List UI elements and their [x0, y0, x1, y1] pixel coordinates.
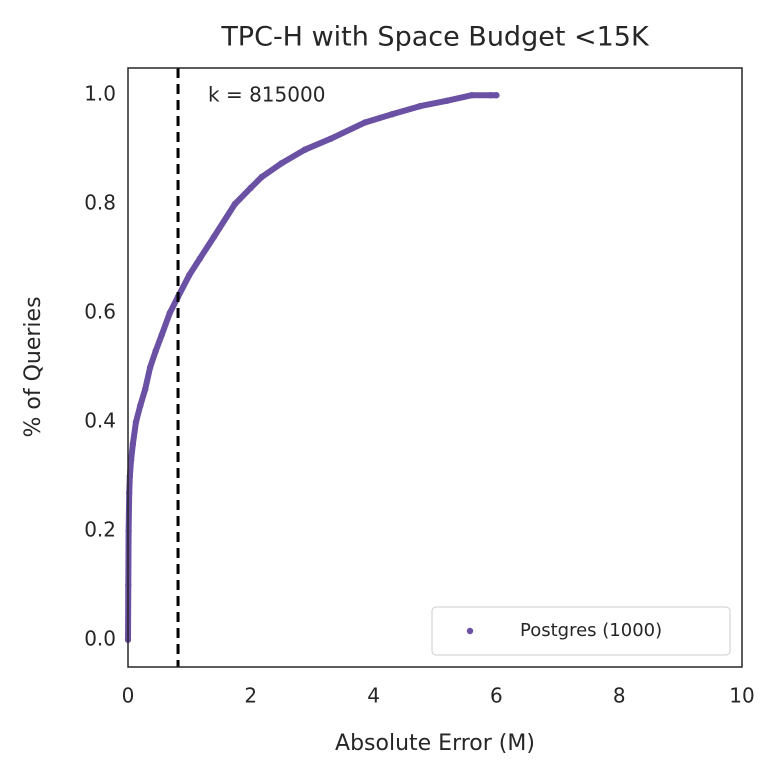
plot-frame — [127, 67, 743, 668]
point — [278, 160, 285, 167]
point — [158, 331, 165, 339]
point — [210, 233, 218, 241]
point — [258, 173, 266, 181]
point — [231, 200, 239, 208]
point — [129, 440, 137, 447]
y-tick-label: 0.2 — [84, 517, 116, 541]
point — [444, 97, 451, 104]
x-tick-label: 6 — [490, 684, 503, 708]
point — [301, 146, 309, 153]
y-tick-label: 0.4 — [84, 408, 116, 432]
point — [388, 111, 396, 118]
point-trace — [125, 92, 500, 643]
x-tick-label: 8 — [613, 684, 626, 708]
legend-box — [431, 606, 731, 656]
x-tick-label: 2 — [244, 684, 257, 708]
x-tick-label: 4 — [367, 684, 380, 708]
point — [166, 309, 173, 317]
x-tick-label: 10 — [729, 684, 754, 708]
point — [361, 119, 369, 126]
legend-label: Postgres (1000) — [520, 620, 662, 641]
legend-marker — [466, 627, 474, 635]
point — [186, 271, 193, 279]
point — [127, 456, 135, 464]
point — [126, 489, 133, 496]
y-tick-label: 0.8 — [84, 191, 116, 215]
point — [152, 347, 159, 355]
y-axis-label: % of Queries — [21, 296, 46, 437]
y-tick-label: 0.6 — [84, 300, 116, 324]
point — [417, 102, 424, 110]
y-tick-label: 0.0 — [84, 626, 116, 650]
chart-title: TPC-H with Space Budget <15K — [220, 22, 650, 53]
x-tick-label: 0 — [122, 684, 135, 708]
y-tick-label: 1.0 — [84, 82, 116, 106]
point — [196, 255, 204, 262]
point — [146, 364, 154, 371]
point — [487, 92, 494, 99]
point — [327, 135, 334, 142]
point — [493, 92, 500, 99]
annotation: k = 815000 — [208, 83, 325, 107]
point — [132, 418, 140, 426]
point — [247, 184, 254, 191]
point — [137, 402, 144, 409]
x-axis-label: Absolute Error (M) — [335, 731, 535, 756]
point — [141, 386, 149, 393]
point — [468, 92, 476, 99]
